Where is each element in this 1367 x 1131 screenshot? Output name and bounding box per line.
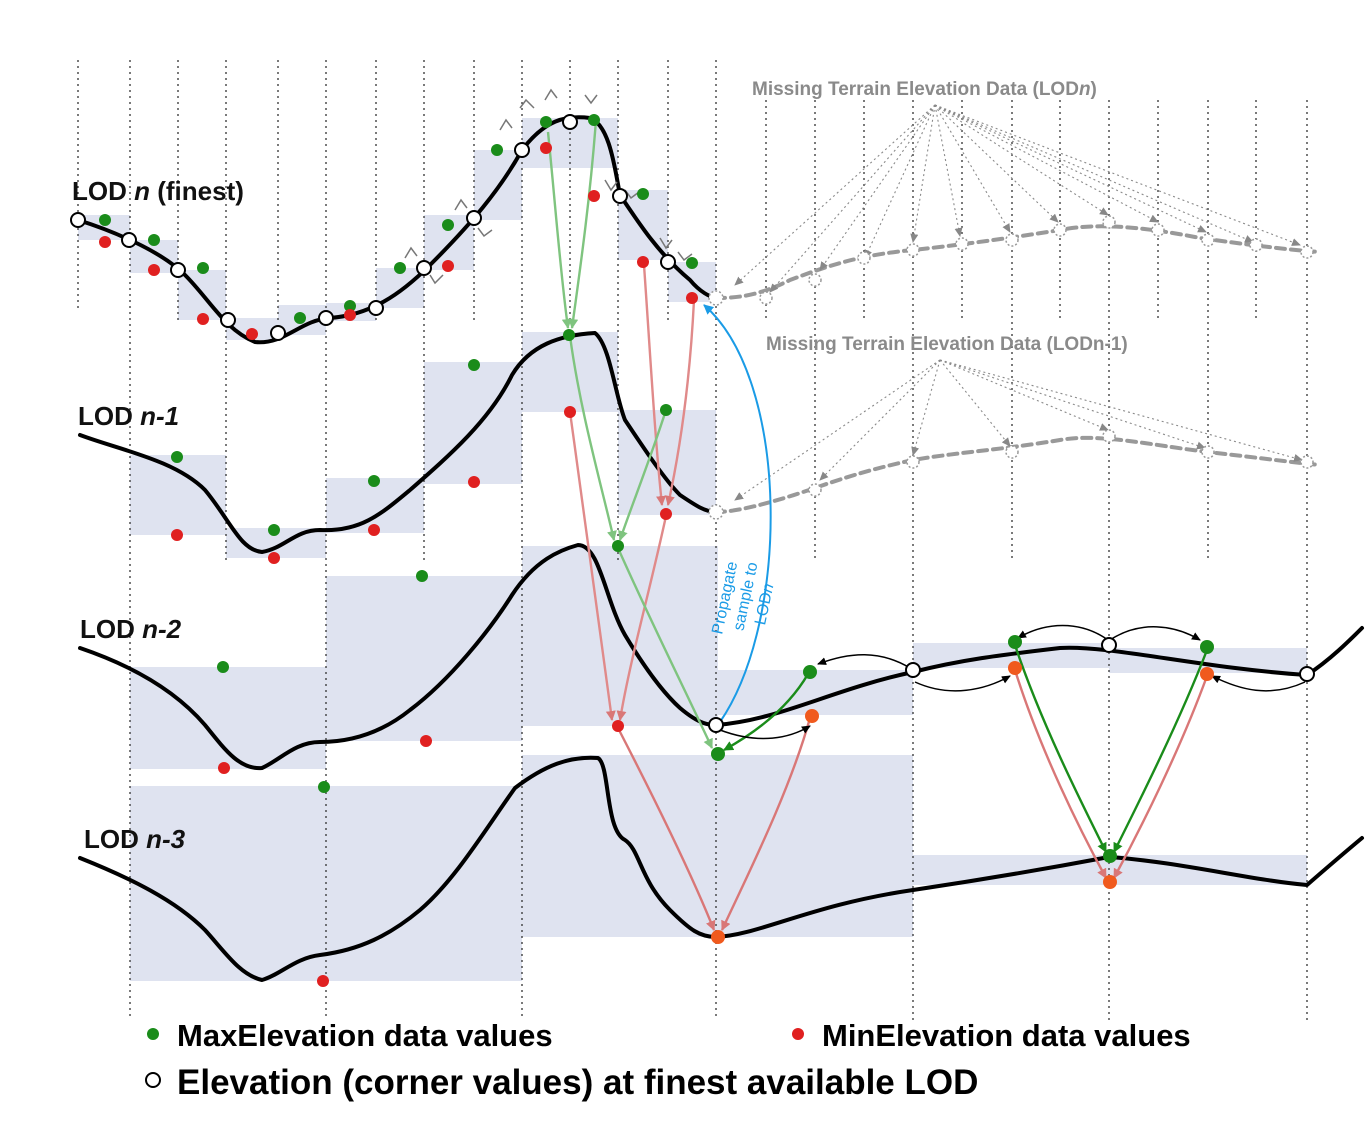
grid-lines	[77, 60, 1308, 1020]
corner-points	[70, 114, 1315, 733]
propagate-arrow	[703, 304, 772, 723]
curve-lod-n	[76, 115, 718, 345]
legend-corner-label: Elevation (corner values) at finest avai…	[177, 1063, 978, 1102]
label-lod-n-2: LOD n-2	[80, 614, 182, 644]
label-lod-n-1: LOD n-1	[78, 401, 179, 431]
missing-data-lod-n-1-title: Missing Terrain Elevation Data (LODn-1)	[766, 334, 1128, 355]
curve-lod-n1	[78, 331, 718, 554]
sample-arrows-lod-n	[404, 88, 693, 285]
label-lod-n: LOD n (finest)	[72, 176, 244, 206]
min-points	[99, 142, 698, 987]
neighbor-arrows	[719, 624, 1306, 740]
label-lod-n-3: LOD n-3	[84, 824, 186, 854]
legend-min-label: MinElevation data values	[822, 1018, 1191, 1053]
legend: MaxElevation data values MinElevation da…	[145, 1018, 1191, 1102]
legend-min-marker	[792, 1028, 804, 1040]
aggregation-arrows	[546, 119, 1209, 931]
missing-data-lod-n-title: Missing Terrain Elevation Data (LODn)	[752, 79, 1097, 100]
legend-max-label: MaxElevation data values	[177, 1018, 553, 1053]
propagate-label: Propagate sample to LODn	[709, 560, 777, 636]
svg-text:LODn: LODn	[752, 582, 777, 627]
missing-data-points	[708, 215, 1314, 520]
elevation-bands	[78, 118, 1307, 981]
missing-data-arrows	[734, 104, 1303, 501]
legend-corner-marker	[145, 1072, 161, 1088]
curve-lod-n2	[78, 543, 1364, 771]
min-points-orange	[711, 661, 1214, 944]
max-points	[99, 114, 1214, 863]
legend-max-marker	[147, 1028, 159, 1040]
